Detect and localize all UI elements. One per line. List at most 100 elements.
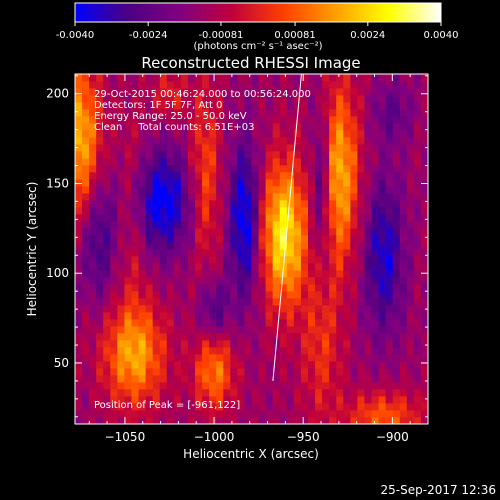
heatmap-cell: [315, 235, 323, 243]
heatmap-cell: [223, 368, 231, 376]
heatmap-cell: [385, 200, 394, 208]
heatmap-cell: [420, 200, 428, 208]
heatmap-cell: [406, 305, 415, 313]
heatmap-cell: [420, 235, 428, 243]
heatmap-cell: [378, 263, 387, 271]
heatmap-cell: [315, 228, 323, 236]
heatmap-cell: [145, 389, 154, 397]
heatmap-cell: [307, 95, 316, 103]
heatmap-cell: [251, 116, 259, 124]
heatmap-cell: [202, 368, 210, 376]
heatmap-cell: [110, 123, 118, 131]
heatmap-cell: [145, 277, 154, 285]
heatmap-cell: [152, 305, 161, 313]
heatmap-cell: [138, 354, 146, 362]
heatmap-cell: [420, 186, 428, 194]
heatmap-cell: [131, 284, 139, 292]
heatmap-cell: [265, 179, 274, 187]
heatmap-cell: [166, 403, 175, 411]
heatmap-cell: [399, 88, 408, 96]
heatmap-cell: [75, 144, 83, 152]
heatmap-cell: [307, 389, 316, 397]
heatmap-cell: [103, 235, 111, 243]
heatmap-cell: [195, 284, 203, 292]
heatmap-cell: [343, 221, 351, 229]
heatmap-cell: [103, 270, 111, 278]
heatmap-cell: [110, 333, 118, 341]
heatmap-cell: [96, 375, 104, 383]
heatmap-cell: [195, 151, 203, 159]
heatmap-cell: [371, 235, 379, 243]
heatmap-cell: [343, 375, 351, 383]
heatmap-cell: [385, 263, 394, 271]
heatmap-cell: [209, 172, 217, 180]
heatmap-cell: [131, 340, 139, 348]
heatmap-cell: [343, 74, 351, 82]
heatmap-cell: [82, 102, 90, 110]
heatmap-cell: [307, 249, 316, 257]
heatmap-cell: [406, 88, 415, 96]
heatmap-cell: [286, 130, 295, 138]
heatmap-cell: [230, 382, 238, 390]
heatmap-cell: [286, 235, 295, 243]
heatmap-cell: [180, 312, 189, 320]
heatmap-cell: [124, 102, 132, 110]
heatmap-cell: [300, 179, 309, 187]
heatmap-cell: [371, 326, 379, 334]
heatmap-cell: [216, 256, 224, 264]
heatmap-cell: [413, 382, 422, 390]
heatmap-cell: [322, 361, 330, 369]
heatmap-cell: [399, 158, 408, 166]
heatmap-cell: [82, 319, 90, 327]
heatmap-cell: [307, 347, 316, 355]
heatmap-cell: [364, 88, 372, 96]
heatmap-cell: [286, 81, 295, 89]
heatmap-cell: [159, 130, 168, 138]
heatmap-cell: [209, 123, 217, 131]
heatmap-cell: [350, 172, 358, 180]
heatmap-cell: [124, 396, 132, 404]
heatmap-cell: [300, 284, 309, 292]
heatmap-cell: [202, 291, 210, 299]
heatmap-cell: [293, 221, 302, 229]
heatmap-cell: [336, 368, 344, 376]
heatmap-cell: [406, 396, 415, 404]
heatmap-cell: [413, 207, 422, 215]
heatmap-cell: [96, 186, 104, 194]
heatmap-cell: [180, 228, 189, 236]
heatmap-cell: [131, 228, 139, 236]
heatmap-cell: [159, 277, 168, 285]
heatmap-cell: [159, 214, 168, 222]
heatmap-cell: [364, 298, 372, 306]
heatmap-cell: [152, 88, 161, 96]
heatmap-cell: [300, 396, 309, 404]
heatmap-cell: [166, 382, 175, 390]
heatmap-cell: [413, 235, 422, 243]
heatmap-cell: [350, 158, 358, 166]
heatmap-cell: [82, 305, 90, 313]
heatmap-cell: [392, 277, 401, 285]
heatmap-cell: [209, 193, 217, 201]
heatmap-cell: [223, 88, 231, 96]
heatmap-cell: [96, 200, 104, 208]
heatmap-cell: [195, 249, 203, 257]
heatmap-cell: [89, 235, 97, 243]
heatmap-cell: [378, 186, 387, 194]
heatmap-cell: [293, 81, 302, 89]
heatmap-cell: [124, 151, 132, 159]
heatmap-cell: [279, 305, 288, 313]
heatmap-cell: [378, 389, 387, 397]
heatmap-cell: [258, 256, 267, 264]
heatmap-cell: [315, 326, 323, 334]
heatmap-cell: [117, 347, 125, 355]
heatmap-cell: [371, 228, 379, 236]
heatmap-cell: [279, 207, 288, 215]
heatmap-cell: [173, 326, 182, 334]
heatmap-cell: [223, 137, 231, 145]
heatmap-cell: [187, 221, 196, 229]
heatmap-cell: [322, 102, 330, 110]
heatmap-cell: [329, 95, 337, 103]
heatmap-cell: [300, 305, 309, 313]
heatmap-cell: [202, 249, 210, 257]
heatmap-cell: [293, 158, 302, 166]
